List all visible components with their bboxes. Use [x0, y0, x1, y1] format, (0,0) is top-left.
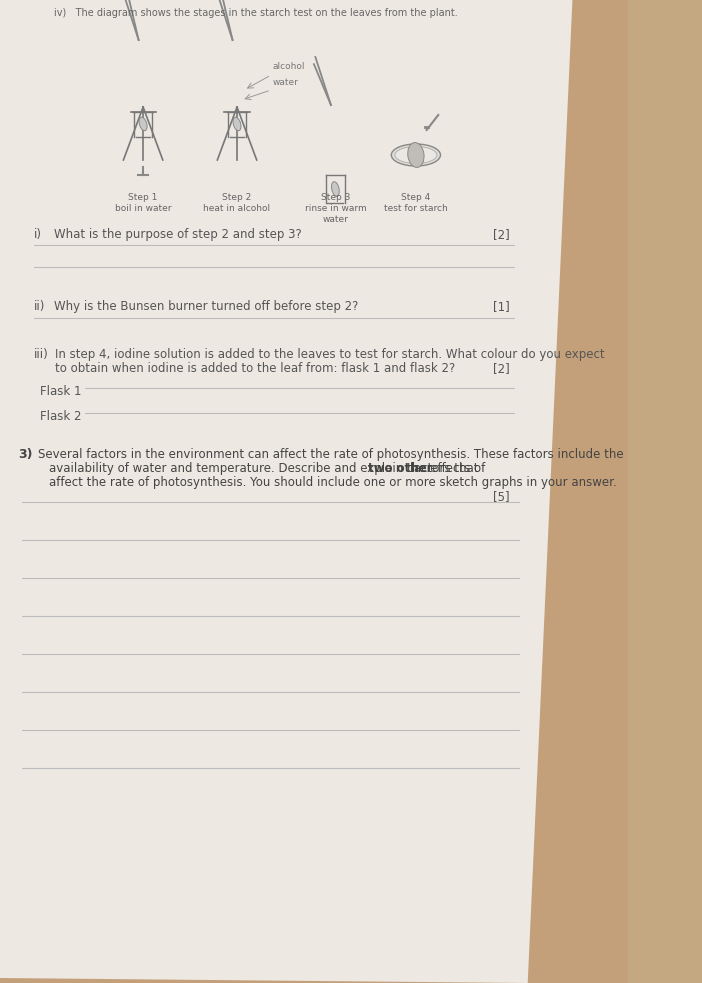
Text: Step 1: Step 1 — [128, 193, 158, 202]
Polygon shape — [528, 863, 628, 983]
Text: 3): 3) — [18, 448, 32, 461]
Text: water: water — [273, 78, 298, 87]
Text: boil in water: boil in water — [115, 204, 171, 213]
Text: Several factors in the environment can affect the rate of photosynthesis. These : Several factors in the environment can a… — [38, 448, 623, 461]
Text: [5]: [5] — [494, 490, 510, 503]
Text: heat in alcohol: heat in alcohol — [204, 204, 270, 213]
Text: Step 3: Step 3 — [321, 193, 350, 202]
Text: What is the purpose of step 2 and step 3?: What is the purpose of step 2 and step 3… — [53, 228, 301, 241]
Text: iv)   The diagram shows the stages in the starch test on the leaves from the pla: iv) The diagram shows the stages in the … — [53, 8, 458, 18]
Text: [1]: [1] — [493, 300, 510, 313]
Text: water: water — [322, 215, 348, 224]
Text: i): i) — [34, 228, 42, 241]
Text: iii): iii) — [34, 348, 48, 361]
Ellipse shape — [395, 146, 437, 163]
Text: to obtain when iodine is added to the leaf from: flask 1 and flask 2?: to obtain when iodine is added to the le… — [55, 362, 456, 375]
Ellipse shape — [331, 182, 339, 197]
Text: alcohol: alcohol — [273, 62, 305, 71]
Text: In step 4, iodine solution is added to the leaves to test for starch. What colou: In step 4, iodine solution is added to t… — [55, 348, 605, 361]
Text: two other: two other — [368, 462, 432, 475]
Text: rinse in warm: rinse in warm — [305, 204, 366, 213]
Ellipse shape — [139, 117, 147, 131]
Text: Flask 2: Flask 2 — [40, 410, 81, 423]
Text: [2]: [2] — [493, 228, 510, 241]
Text: ii): ii) — [34, 300, 46, 313]
Text: Why is the Bunsen burner turned off before step 2?: Why is the Bunsen burner turned off befo… — [53, 300, 358, 313]
Text: affect the rate of photosynthesis. You should include one or more sketch graphs : affect the rate of photosynthesis. You s… — [49, 476, 617, 489]
Text: Step 2: Step 2 — [223, 193, 251, 202]
Text: Flask 1: Flask 1 — [40, 385, 81, 398]
Ellipse shape — [233, 117, 241, 131]
Ellipse shape — [408, 143, 424, 167]
Polygon shape — [0, 0, 572, 983]
Ellipse shape — [391, 144, 440, 166]
Text: availability of water and temperature. Describe and explain the effects of: availability of water and temperature. D… — [49, 462, 489, 475]
Text: factors that: factors that — [406, 462, 479, 475]
Text: Step 4: Step 4 — [402, 193, 430, 202]
Text: test for starch: test for starch — [384, 204, 448, 213]
Text: [2]: [2] — [493, 362, 510, 375]
